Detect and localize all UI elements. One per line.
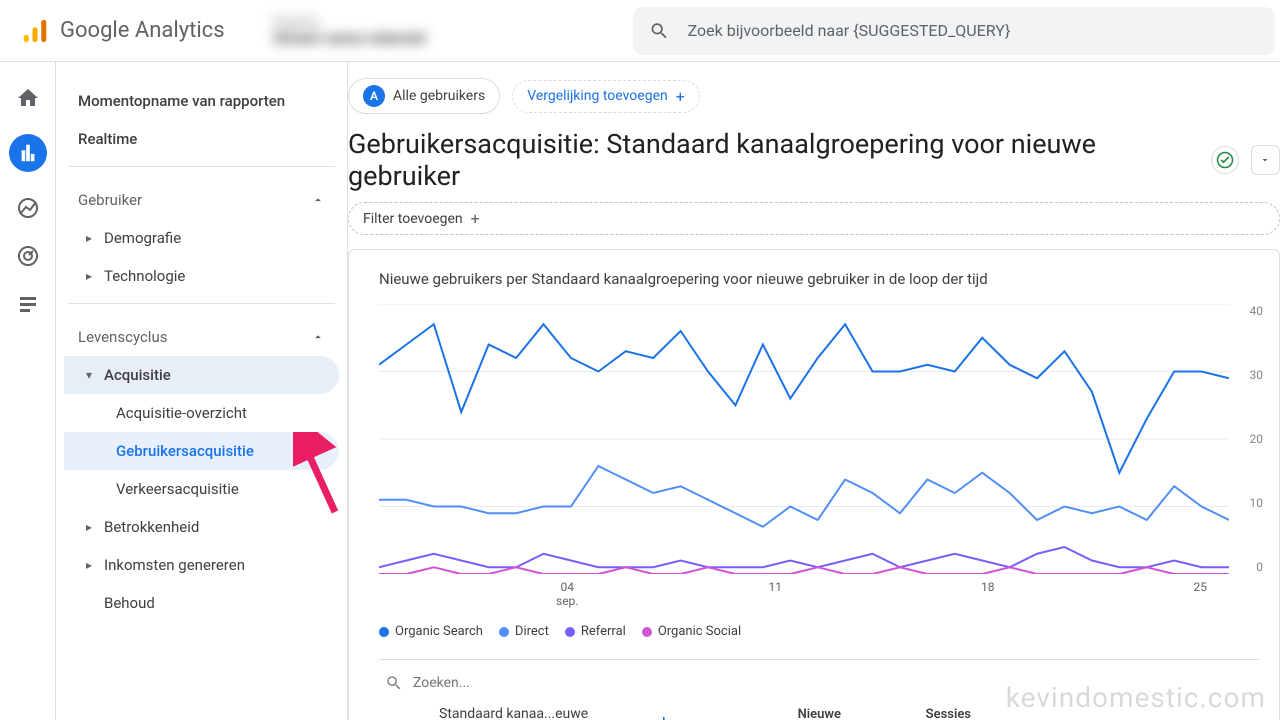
- sidebar-item[interactable]: ▸Demografie: [64, 219, 339, 257]
- page-title: Gebruikersacquisitie: Standaard kanaalgr…: [348, 128, 1199, 192]
- sidebar-section-head[interactable]: Levenscyclus: [64, 312, 339, 356]
- legend-item[interactable]: Organic Social: [642, 624, 741, 639]
- search-icon: [385, 674, 403, 692]
- add-filter-label: Filter toevoegen: [363, 211, 463, 227]
- plus-icon: +: [676, 87, 685, 106]
- sidebar-leaf[interactable]: Gebruikersacquisitie: [64, 432, 339, 470]
- search-bar[interactable]: [633, 7, 1275, 55]
- search-input[interactable]: [688, 21, 1259, 40]
- chart-card: Nieuwe gebruikers per Standaard kanaalgr…: [348, 249, 1280, 720]
- sidebar-item[interactable]: Realtime: [64, 120, 339, 158]
- table-search-input[interactable]: [413, 675, 713, 691]
- sidebar-item[interactable]: ▸Inkomsten genereren: [64, 546, 339, 584]
- rail-explore-icon[interactable]: [16, 196, 40, 220]
- add-dimension-button[interactable]: +: [659, 712, 669, 720]
- sidebar-leaf[interactable]: Verkeersacquisitie: [64, 470, 339, 508]
- watermark: kevindomestic.com: [1006, 681, 1266, 714]
- line-chart: [379, 304, 1229, 574]
- breadcrumb[interactable]: Property Stream name redacted: [253, 0, 633, 61]
- search-icon: [649, 20, 670, 42]
- legend-item[interactable]: Referral: [565, 624, 626, 639]
- chip-badge: A: [363, 85, 385, 107]
- chip-all-users-label: Alle gebruikers: [393, 88, 485, 104]
- sidebar-item[interactable]: ▸Betrokkenheid: [64, 508, 339, 546]
- chip-add-comparison[interactable]: Vergelijking toevoegen +: [512, 80, 700, 113]
- product-name: Google Analytics: [60, 18, 225, 43]
- sidebar-item[interactable]: Behoud: [64, 584, 339, 622]
- add-filter-button[interactable]: Filter toevoegen +: [348, 202, 1280, 235]
- chart-title: Nieuwe gebruikers per Standaard kanaalgr…: [379, 270, 1259, 288]
- sidebar-item[interactable]: ▸Technologie: [64, 257, 339, 295]
- status-verified-icon: [1211, 146, 1239, 174]
- rail-reports-icon[interactable]: [9, 134, 47, 172]
- table-column-header[interactable]: Sessiesmet engagement: [841, 707, 971, 720]
- sidebar-item[interactable]: ▾Acquisitie: [64, 356, 339, 394]
- plus-icon: +: [471, 209, 480, 228]
- rail-home-icon[interactable]: [16, 86, 40, 110]
- legend-item[interactable]: Direct: [499, 624, 549, 639]
- title-dropdown[interactable]: [1251, 145, 1280, 175]
- rail-configure-icon[interactable]: [16, 292, 40, 316]
- sidebar-leaf[interactable]: Acquisitie-overzicht: [64, 394, 339, 432]
- chip-add-comparison-label: Vergelijking toevoegen: [527, 88, 668, 104]
- table-column-header[interactable]: Nieuwegebruikers: [711, 707, 841, 720]
- chevron-down-icon: [632, 716, 643, 720]
- sidebar-item[interactable]: Momentopname van rapporten: [64, 82, 339, 120]
- ga-logo-icon: [20, 16, 50, 46]
- chip-all-users[interactable]: A Alle gebruikers: [348, 78, 500, 114]
- table-main-column[interactable]: Standaard kanaa...euwe gebruiker +: [379, 706, 669, 720]
- rail-advertising-icon[interactable]: [16, 244, 40, 268]
- legend-item[interactable]: Organic Search: [379, 624, 483, 639]
- sidebar-section-head[interactable]: Gebruiker: [64, 175, 339, 219]
